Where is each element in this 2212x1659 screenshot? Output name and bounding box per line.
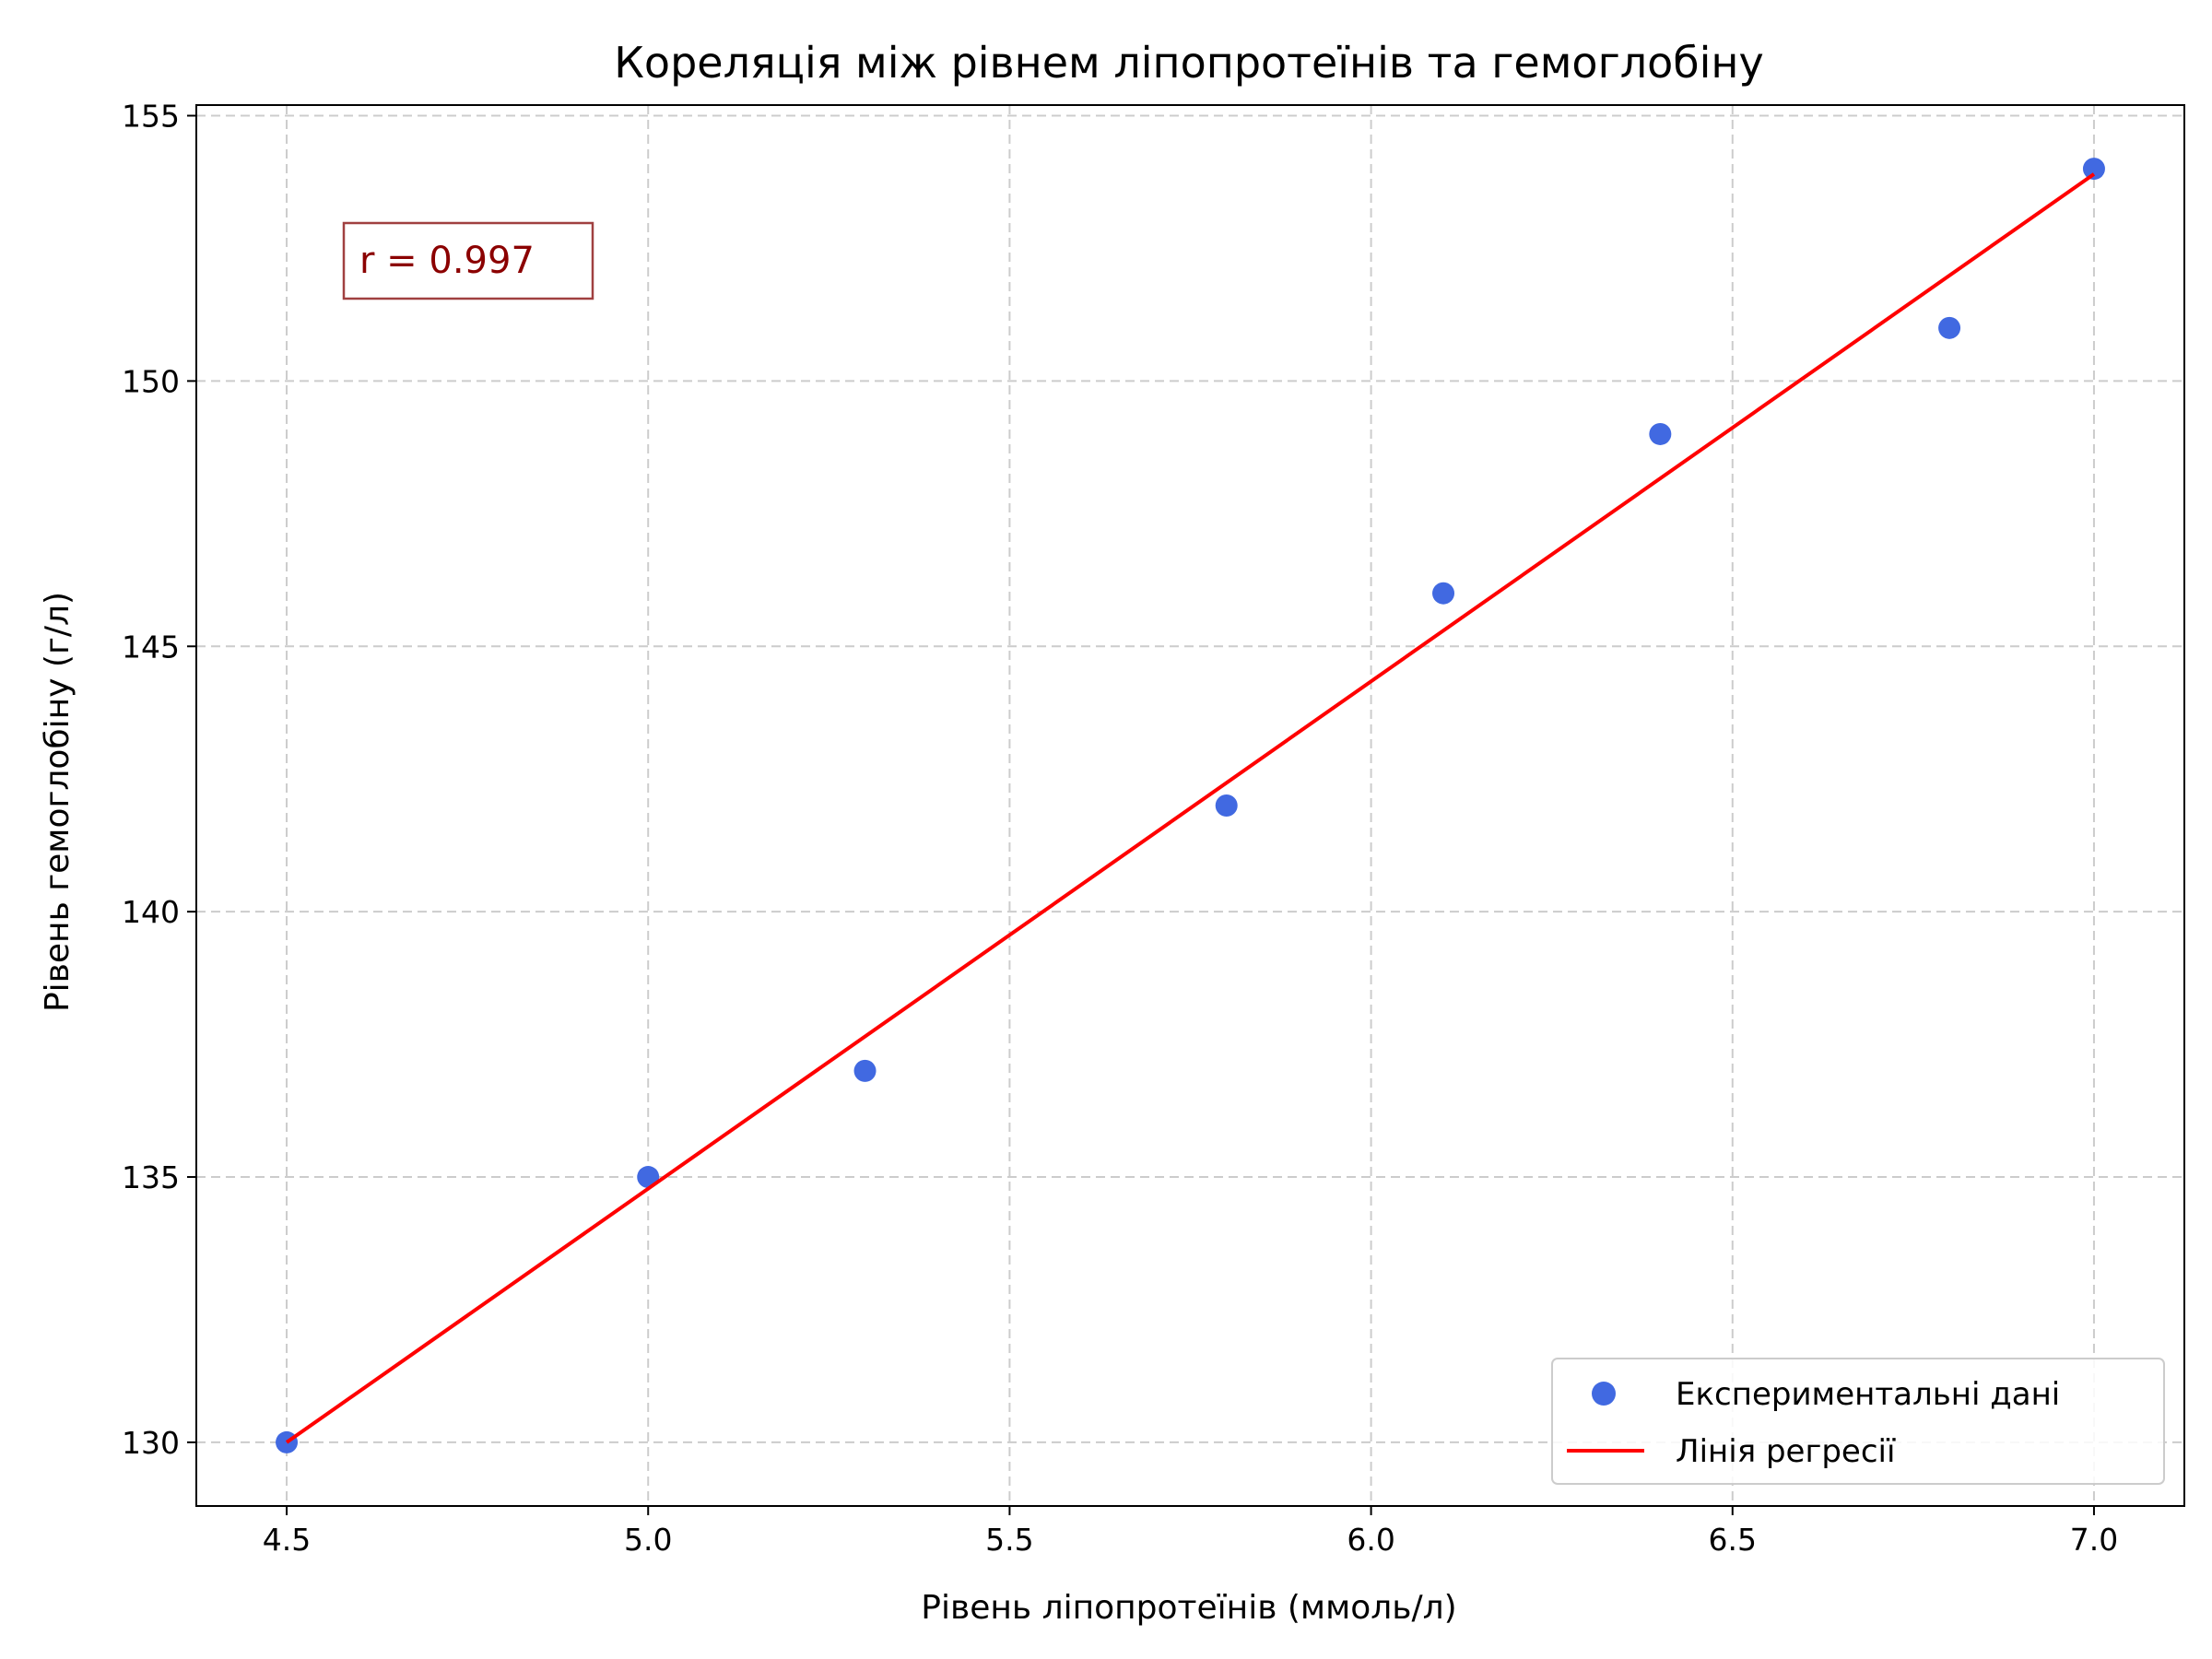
annotation-text: r = 0.997 (359, 240, 535, 282)
y-tick-label: 155 (122, 99, 180, 135)
scatter-point (1432, 582, 1455, 605)
y-tick-label: 150 (122, 363, 180, 399)
ticks: 4.5 5.0 5.5 6.0 6.5 7.0 130 135 140 145 150 155 (122, 99, 2118, 1558)
y-tick-label: 145 (122, 629, 180, 665)
scatter-point (1649, 422, 1672, 445)
grid (196, 105, 2184, 1506)
legend-label-scatter: Експериментальні дані (1676, 1376, 2060, 1413)
chart-title: Кореляція між рівнем ліпопротеїнів та ге… (614, 38, 1763, 88)
scatter-point (853, 1059, 877, 1082)
regression-line (285, 172, 2096, 1444)
x-tick-label: 6.5 (1709, 1522, 1757, 1558)
x-tick-label: 7.0 (2070, 1522, 2118, 1558)
y-tick-label: 130 (122, 1425, 180, 1461)
y-axis-label: Рівень гемоглобіну (г/л) (39, 592, 76, 1012)
series-layer (276, 158, 2105, 1453)
x-tick-label: 5.0 (624, 1522, 672, 1558)
legend-frame (1551, 1358, 2165, 1485)
x-axis-label: Рівень ліпопротеїнів (ммоль/л) (921, 1589, 1456, 1627)
legend-marker-scatter (1592, 1382, 1616, 1406)
annotation-box (342, 221, 594, 300)
legend-label-line: Лінія регресії (1676, 1433, 1896, 1470)
x-tick-label: 6.0 (1347, 1522, 1394, 1558)
x-tick-label: 4.5 (263, 1522, 311, 1558)
scatter-point (1215, 794, 1238, 817)
legend: Експериментальні дані Лінія регресії (1551, 1358, 2165, 1485)
scatter-point (2082, 158, 2105, 181)
scatter-point (1938, 316, 1961, 339)
y-tick-label: 140 (122, 894, 180, 930)
y-tick-label: 135 (122, 1159, 180, 1195)
plot-frame (195, 104, 2185, 1507)
correlation-annotation: r = 0.997 (342, 221, 594, 300)
x-tick-label: 5.5 (985, 1522, 1033, 1558)
scatter-point (637, 1166, 660, 1189)
